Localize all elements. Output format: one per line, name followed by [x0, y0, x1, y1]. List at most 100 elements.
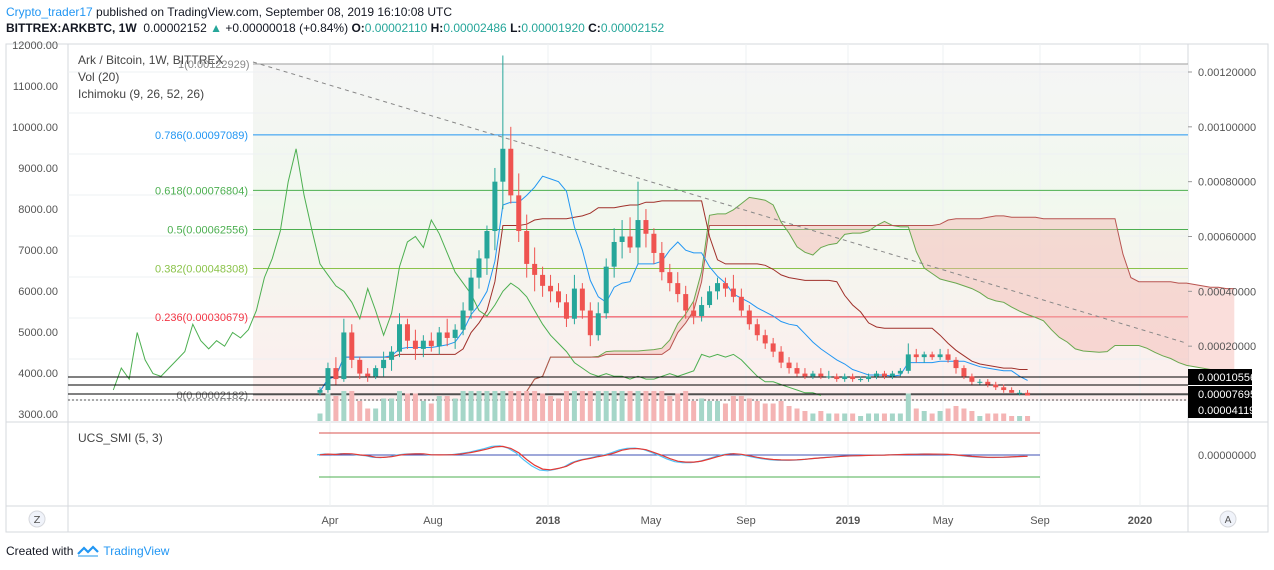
candle-body[interactable]	[595, 313, 601, 336]
candle-body[interactable]	[524, 231, 530, 264]
auto-scale-button[interactable]	[1219, 510, 1237, 528]
candle-body[interactable]	[444, 332, 450, 338]
candle-body[interactable]	[881, 373, 887, 377]
candle-body[interactable]	[889, 373, 895, 377]
candle-body[interactable]	[579, 288, 585, 311]
candle-body[interactable]	[786, 362, 792, 369]
candle-body[interactable]	[556, 291, 561, 303]
candle-body[interactable]	[548, 285, 554, 292]
candle-body[interactable]	[373, 368, 379, 377]
candle-body[interactable]	[436, 332, 442, 347]
candle-body[interactable]	[643, 220, 649, 234]
candle-body[interactable]	[969, 376, 975, 382]
candle-body[interactable]	[365, 373, 371, 377]
candle-body[interactable]	[874, 373, 879, 377]
candle-body[interactable]	[317, 390, 323, 393]
legend-volume[interactable]: Vol (20)	[78, 70, 119, 84]
candle-body[interactable]	[985, 381, 991, 385]
candle-body[interactable]	[532, 263, 538, 275]
candle-body[interactable]	[707, 291, 713, 306]
candle-body[interactable]	[738, 296, 744, 311]
candle-body[interactable]	[349, 332, 355, 360]
candle-body[interactable]	[659, 252, 665, 273]
candle-body[interactable]	[381, 359, 387, 369]
candle-body[interactable]	[468, 277, 474, 311]
candle-body[interactable]	[802, 373, 808, 377]
candle-body[interactable]	[563, 302, 569, 319]
candle-body[interactable]	[921, 354, 927, 358]
log-scale-button[interactable]	[28, 510, 46, 528]
candle-body[interactable]	[500, 148, 506, 182]
candle-body[interactable]	[619, 236, 625, 242]
candle-body[interactable]	[404, 324, 410, 341]
candle-body[interactable]	[492, 181, 498, 232]
candle-body[interactable]	[341, 332, 347, 380]
candle-body[interactable]	[897, 370, 903, 374]
candle-body[interactable]	[389, 351, 395, 360]
candle-body[interactable]	[587, 310, 593, 336]
candle-body[interactable]	[452, 329, 458, 338]
candle-body[interactable]	[746, 310, 752, 325]
candle-body[interactable]	[675, 283, 681, 295]
candle-body[interactable]	[508, 148, 514, 196]
time-axis[interactable]: Apr Aug 2018 May Sep 2019 May Sep 2020	[321, 515, 1152, 527]
candle-body[interactable]	[571, 288, 577, 319]
candle-body[interactable]	[977, 381, 983, 383]
candle-body[interactable]	[945, 354, 951, 360]
candle-body[interactable]	[818, 373, 824, 377]
candle-body[interactable]	[428, 340, 434, 347]
candle-body[interactable]	[325, 368, 331, 391]
candle-body[interactable]	[929, 354, 935, 358]
candle-body[interactable]	[730, 288, 736, 297]
candle-body[interactable]	[635, 220, 641, 248]
candle-body[interactable]	[762, 335, 768, 344]
legend-ichimoku[interactable]: Ichimoku (9, 26, 52, 26)	[78, 87, 204, 101]
candle-body[interactable]	[953, 359, 959, 369]
candle-body[interactable]	[961, 368, 967, 377]
tradingview-brand[interactable]: TradingView	[103, 544, 170, 558]
candle-body[interactable]	[484, 231, 490, 259]
candle-body[interactable]	[357, 359, 363, 374]
candle-body[interactable]	[826, 376, 832, 378]
candle-body[interactable]	[412, 340, 418, 349]
candle-body[interactable]	[913, 354, 919, 358]
candle-body[interactable]	[905, 354, 911, 371]
candle-body[interactable]	[611, 241, 617, 267]
candle-body[interactable]	[333, 368, 339, 380]
candle-body[interactable]	[770, 343, 776, 352]
candle-body[interactable]	[834, 376, 840, 380]
trend-line[interactable]	[252, 61, 1187, 344]
candle-body[interactable]	[754, 324, 760, 336]
candle-body[interactable]	[850, 376, 856, 380]
candle-body[interactable]	[722, 283, 728, 289]
candle-body[interactable]	[810, 373, 816, 377]
candle-body[interactable]	[794, 368, 800, 374]
candle-body[interactable]	[842, 376, 848, 380]
candle-body[interactable]	[397, 324, 402, 352]
legend-oscillator[interactable]: UCS_SMI (5, 3)	[78, 431, 163, 445]
candle-body[interactable]	[540, 274, 546, 286]
candle-body[interactable]	[866, 376, 872, 380]
candle-body[interactable]	[683, 294, 689, 311]
candle-body[interactable]	[937, 354, 943, 358]
candle-body[interactable]	[476, 258, 482, 278]
candle-body[interactable]	[651, 233, 657, 253]
candle-body[interactable]	[778, 351, 784, 363]
candle-body[interactable]	[691, 310, 697, 317]
author-link[interactable]: Crypto_trader17	[6, 5, 93, 19]
candle-body[interactable]	[858, 379, 864, 381]
candle-body[interactable]	[460, 310, 466, 330]
candle-body[interactable]	[1025, 392, 1031, 396]
candle-body[interactable]	[1009, 390, 1015, 393]
candle-body[interactable]	[603, 266, 609, 314]
candle-body[interactable]	[993, 384, 999, 388]
candle-body[interactable]	[1017, 392, 1023, 394]
candle-body[interactable]	[516, 195, 522, 232]
candle-body[interactable]	[420, 340, 426, 349]
candle-body[interactable]	[1001, 387, 1007, 391]
candle-body[interactable]	[715, 283, 720, 292]
candles[interactable]	[317, 55, 1031, 396]
candle-body[interactable]	[667, 272, 673, 284]
candle-body[interactable]	[699, 305, 705, 317]
